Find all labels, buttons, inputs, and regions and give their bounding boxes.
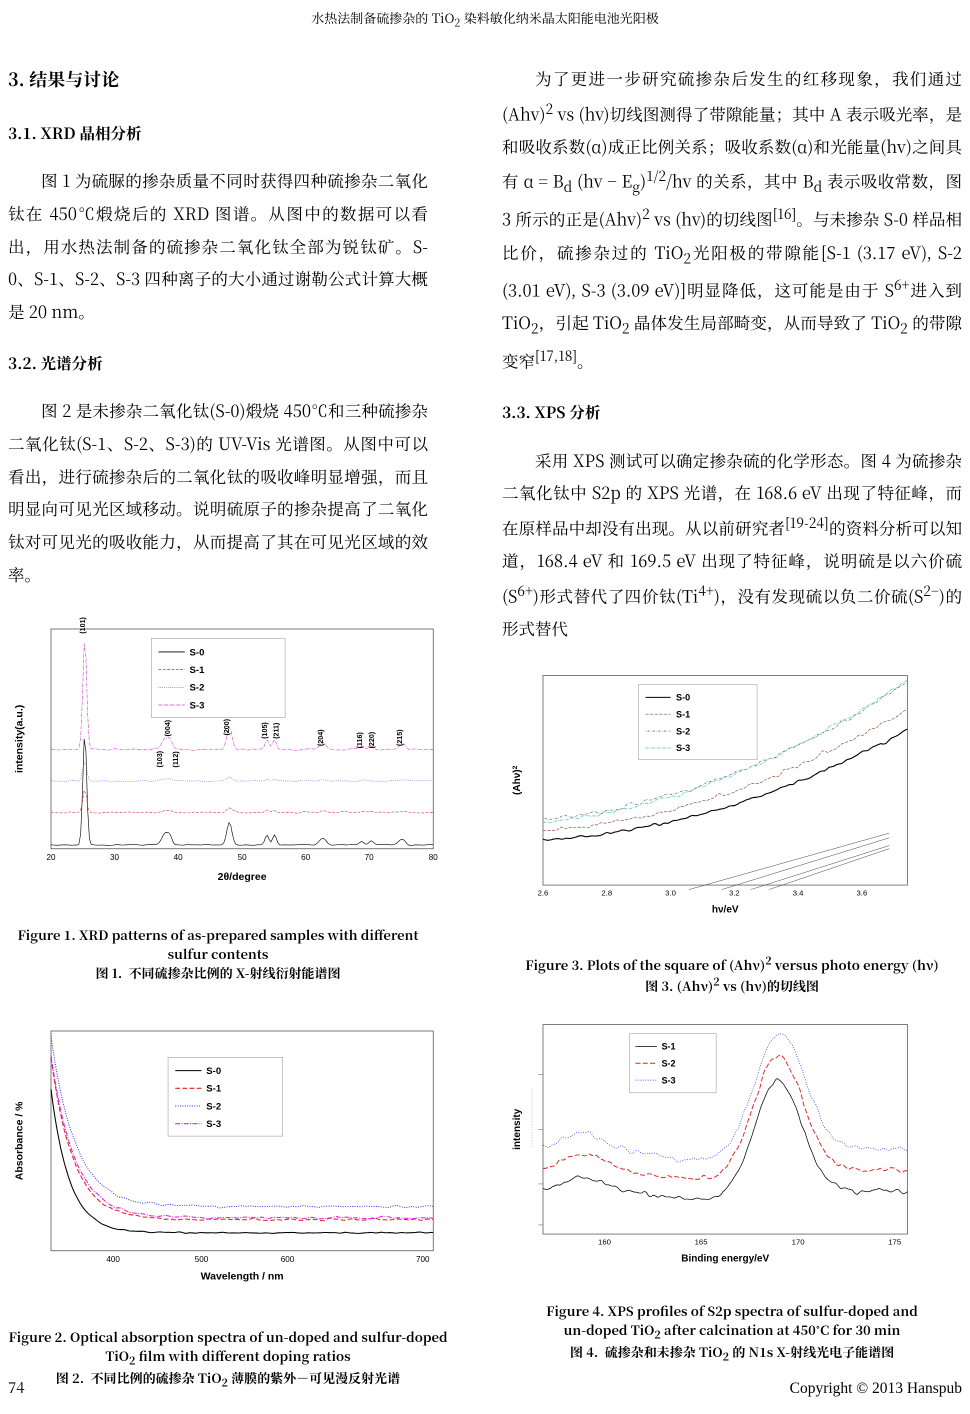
svg-text:(215): (215) <box>396 729 404 746</box>
svg-text:3.4: 3.4 <box>793 888 804 897</box>
svg-text:intensity: intensity <box>512 1108 523 1150</box>
svg-text:70: 70 <box>365 853 375 862</box>
svg-text:3.0: 3.0 <box>665 888 676 897</box>
svg-text:intensity(a.u.): intensity(a.u.) <box>13 705 25 773</box>
svg-text:(220): (220) <box>368 731 376 748</box>
svg-text:S-0: S-0 <box>190 647 205 658</box>
svg-text:500: 500 <box>195 1255 209 1264</box>
svg-text:165: 165 <box>695 1237 708 1246</box>
svg-text:50: 50 <box>238 853 248 862</box>
svg-text:40: 40 <box>174 853 184 862</box>
svg-text:Wavelength / nm: Wavelength / nm <box>201 1271 284 1283</box>
svg-text:S-2: S-2 <box>206 1102 221 1113</box>
svg-text:(004): (004) <box>164 719 172 736</box>
svg-text:160: 160 <box>598 1237 611 1246</box>
svg-text:S-3: S-3 <box>676 743 690 753</box>
svg-text:2.6: 2.6 <box>538 888 549 897</box>
svg-text:170: 170 <box>792 1237 805 1246</box>
svg-text:2.8: 2.8 <box>601 888 612 897</box>
svg-text:S-1: S-1 <box>206 1084 222 1095</box>
svg-text:Absorbance / %: Absorbance / % <box>13 1101 25 1180</box>
svg-text:(101): (101) <box>79 617 87 634</box>
svg-text:2θ/degree: 2θ/degree <box>218 871 267 883</box>
svg-text:600: 600 <box>281 1255 295 1264</box>
svg-text:S-0: S-0 <box>676 692 690 702</box>
svg-text:3.2: 3.2 <box>729 888 740 897</box>
svg-text:700: 700 <box>416 1255 430 1264</box>
svg-text:S-2: S-2 <box>190 683 205 694</box>
svg-text:(Ahν)2: (Ahν)2 <box>512 765 524 795</box>
svg-text:Binding energy/eV: Binding energy/eV <box>681 1253 769 1264</box>
svg-text:S-3: S-3 <box>661 1075 675 1085</box>
svg-text:3.6: 3.6 <box>857 888 868 897</box>
svg-text:S-3: S-3 <box>190 701 205 712</box>
svg-text:S-1: S-1 <box>190 665 206 676</box>
svg-text:80: 80 <box>429 853 439 862</box>
svg-text:S-2: S-2 <box>676 726 690 736</box>
svg-text:S-1: S-1 <box>661 1041 675 1051</box>
svg-text:(204): (204) <box>317 729 325 746</box>
svg-text:30: 30 <box>110 853 120 862</box>
svg-text:(105): (105) <box>261 722 269 739</box>
svg-text:S-1: S-1 <box>676 709 690 719</box>
svg-text:(116): (116) <box>356 732 364 749</box>
svg-text:(200): (200) <box>223 718 231 735</box>
svg-text:(103): (103) <box>156 750 164 767</box>
svg-text:400: 400 <box>106 1255 120 1264</box>
svg-text:S-2: S-2 <box>661 1058 675 1068</box>
svg-text:20: 20 <box>46 853 56 862</box>
svg-text:175: 175 <box>888 1237 901 1246</box>
svg-text:(211): (211) <box>272 722 280 739</box>
svg-text:hν/eV: hν/eV <box>712 904 739 915</box>
svg-text:(112): (112) <box>172 751 180 768</box>
svg-text:60: 60 <box>301 853 311 862</box>
svg-text:S-3: S-3 <box>206 1119 221 1130</box>
svg-text:S-0: S-0 <box>206 1066 221 1077</box>
